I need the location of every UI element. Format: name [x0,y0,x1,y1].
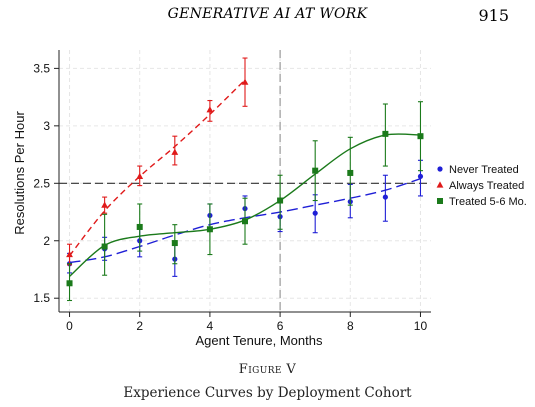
axes: 1.5 2 2.5 3 3.5 0 2 4 6 8 10 [33,50,431,333]
figure-caption: Experience Curves by Deployment Cohort [123,385,412,401]
y-axis-label: Resolutions Per Hour [12,111,27,235]
y-tick-label: 2.5 [33,176,50,190]
legend-label: Treated 5-6 Mo. [449,196,527,208]
reference-lines [59,50,431,312]
series-always-treated [66,57,249,266]
series-layer [66,57,424,302]
legend-marker [437,198,443,204]
y-tick-label: 1.5 [33,291,50,305]
running-head-title: GENERATIVE AI AT WORK [167,6,368,22]
x-axis-label: Agent Tenure, Months [196,333,323,348]
experience-curves-chart: 1.5 2 2.5 3 3.5 0 2 4 6 8 10 Never Treated Always T… [12,50,527,348]
data-point [242,218,248,225]
data-point [66,280,73,287]
data-point [101,201,109,208]
legend: Never Treated Always Treated Treated 5-6 M… [436,164,527,208]
legend-entry-always-treated: Always Treated [436,180,524,192]
fit-line [68,79,246,257]
x-tick-label: 0 [66,319,73,333]
y-tick-label: 3.5 [33,61,50,75]
legend-marker [436,181,444,188]
data-point [277,197,284,204]
data-point [417,173,424,180]
data-point [206,226,213,233]
x-tick-label: 4 [207,319,214,333]
x-tick-label: 6 [277,319,284,333]
x-tick-label: 10 [414,319,428,333]
data-point [241,78,249,85]
data-point [171,240,178,247]
legend-entry-never-treated: Never Treated [437,164,519,176]
data-point [312,167,319,174]
y-tick-label: 2 [43,234,50,248]
data-point [66,250,73,258]
data-point [417,133,424,140]
data-point [312,210,318,216]
data-point [382,130,389,137]
data-point [347,169,354,176]
data-point [101,243,108,250]
data-point [136,223,143,230]
data-point [136,172,144,180]
legend-label: Always Treated [449,180,524,192]
series-treated-5-6-mo [66,101,424,302]
y-tick-label: 3 [43,119,50,133]
figure-label: Figure V [238,362,297,377]
data-point [171,148,179,155]
x-tick-label: 2 [136,319,143,333]
data-point [206,106,214,113]
legend-marker [437,166,443,172]
x-tick-label: 8 [347,319,354,333]
legend-label: Never Treated [449,164,519,176]
data-point [382,194,388,200]
legend-entry-treated-5-6-mo: Treated 5-6 Mo. [437,196,527,208]
page-number: 915 [478,6,509,25]
